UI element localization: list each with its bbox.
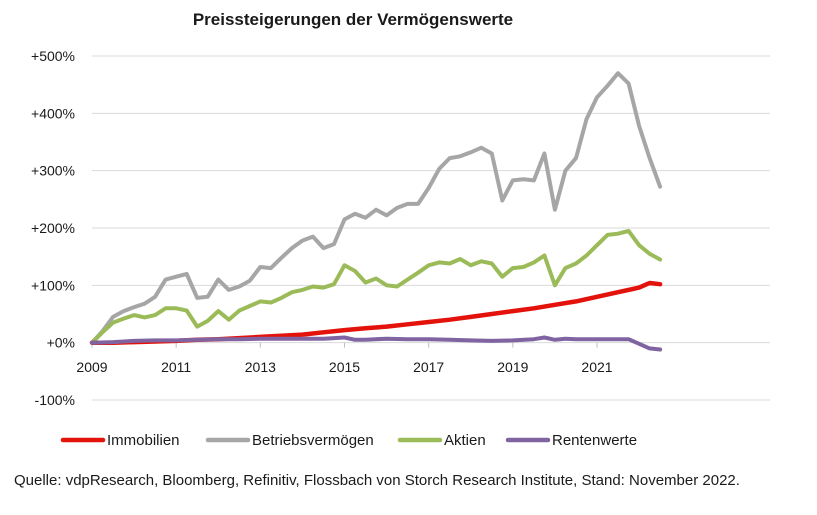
series-line-immobilien	[89, 280, 663, 345]
series-line-aktien	[90, 228, 663, 345]
y-tick-label: +500%	[31, 48, 75, 64]
source-note: Quelle: vdpResearch, Bloomberg, Refiniti…	[14, 472, 740, 489]
x-tick-label: 2019	[497, 359, 528, 375]
x-axis-ticks: 2009 2011 2013 2015 2017 2019 2021	[76, 342, 613, 375]
series-lines	[89, 71, 663, 352]
y-tick-label: +100%	[31, 277, 75, 293]
y-tick-label: +400%	[31, 105, 75, 121]
x-tick-label: 2013	[245, 359, 276, 375]
legend-label-aktien: Aktien	[444, 432, 486, 449]
x-tick-label: 2009	[76, 359, 107, 375]
legend-label-betriebsvermögen: Betriebsvermögen	[252, 432, 374, 449]
legend-label-immobilien: Immobilien	[107, 432, 180, 449]
y-tick-label: -100%	[35, 392, 75, 408]
y-tick-label: +200%	[31, 220, 75, 236]
chart-title: Preissteigerungen der Vermögenswerte	[193, 10, 513, 29]
y-tick-label: +300%	[31, 163, 75, 179]
legend-label-rentenwerte: Rentenwerte	[552, 432, 637, 449]
x-tick-label: 2011	[161, 359, 191, 375]
y-tick-label: +0%	[47, 335, 75, 351]
y-axis-ticks: -100% +0% +100% +200% +300% +400% +500%	[31, 48, 75, 408]
series-line-betriebsvermögen	[90, 71, 663, 345]
chart: Preissteigerungen der Vermögenswerte -10…	[31, 10, 770, 449]
series-line-rentenwerte	[90, 335, 663, 352]
legend: Immobilien Betriebsvermögen Aktien Rentenwe…	[60, 432, 637, 449]
x-tick-label: 2015	[329, 359, 360, 375]
x-tick-label: 2017	[413, 359, 444, 375]
grid	[92, 55, 770, 401]
x-tick-label: 2021	[581, 359, 612, 375]
